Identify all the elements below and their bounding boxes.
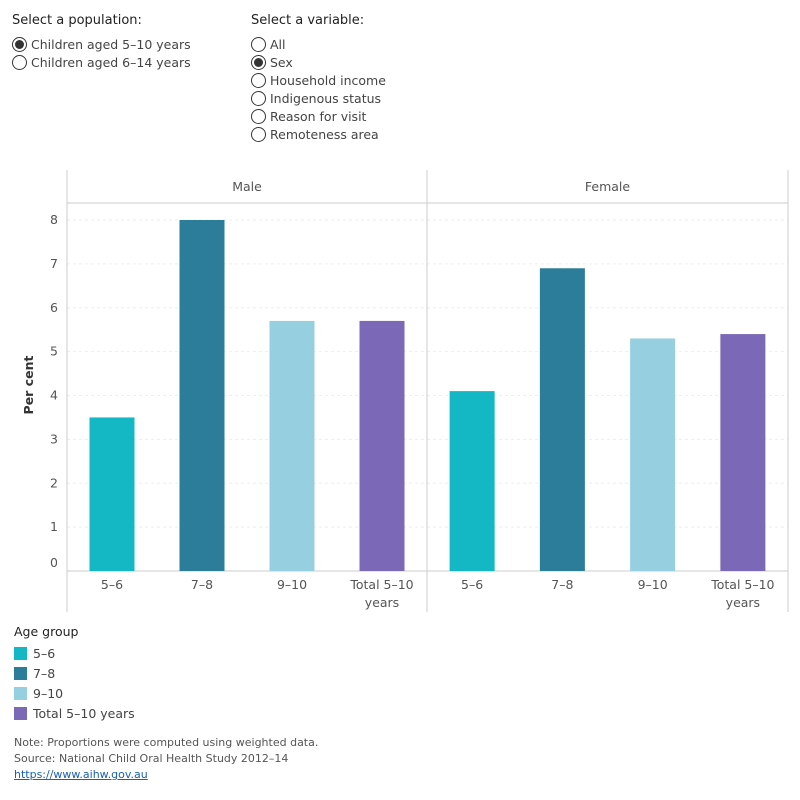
- legend: Age group 5–6 7–8 9–10 Total 5–10 years: [14, 624, 135, 723]
- legend-label: 7–8: [33, 665, 56, 681]
- variable-filter-title: Select a variable:: [251, 13, 365, 28]
- x-tick-label: 9–10: [277, 577, 307, 592]
- legend-item: Total 5–10 years: [14, 703, 135, 723]
- population-filter: Select a population: Children aged 5–10 …: [12, 13, 191, 71]
- y-tick-label: 3: [50, 431, 58, 446]
- bar: [359, 320, 405, 571]
- legend-label: 9–10: [33, 685, 64, 701]
- y-tick-label: 7: [50, 256, 58, 271]
- radio-button-icon[interactable]: [12, 54, 27, 70]
- y-tick-label: 5: [50, 344, 58, 359]
- variable-filter: Select a variable: All Sex Household incom…: [251, 13, 386, 143]
- variable-option-label: Reason for visit: [270, 108, 367, 124]
- x-tick-label: 5–6: [461, 577, 483, 592]
- legend-item: 5–6: [14, 643, 135, 663]
- population-option-label: Children aged 6–14 years: [31, 54, 191, 70]
- variable-option[interactable]: Household income: [251, 71, 386, 89]
- population-option[interactable]: Children aged 5–10 years: [12, 35, 191, 53]
- y-tick-label: 4: [50, 388, 58, 403]
- bar: [630, 338, 676, 571]
- note-text: Note: Proportions were computed using we…: [14, 736, 319, 749]
- radio-button-icon[interactable]: [251, 36, 266, 52]
- legend-item: 7–8: [14, 663, 135, 683]
- variable-option[interactable]: Indigenous status: [251, 89, 386, 107]
- filters-area: Select a population: Children aged 5–10 …: [12, 13, 792, 143]
- variable-option-label: Sex: [270, 54, 293, 70]
- population-filter-title: Select a population:: [12, 13, 142, 28]
- y-tick-label: 2: [50, 475, 58, 490]
- x-tick-label: Total 5–10: [349, 577, 413, 592]
- legend-item: 9–10: [14, 683, 135, 703]
- legend-swatch: [14, 646, 27, 660]
- variable-option-label: All: [270, 36, 286, 52]
- legend-swatch: [14, 706, 27, 720]
- radio-button-icon[interactable]: [251, 126, 266, 142]
- radio-button-icon[interactable]: [251, 54, 266, 70]
- x-tick-label: 7–8: [551, 577, 573, 592]
- variable-option-label: Indigenous status: [270, 90, 382, 106]
- bar: [269, 320, 315, 571]
- radio-button-icon[interactable]: [251, 108, 266, 124]
- radio-button-icon[interactable]: [251, 72, 266, 88]
- x-tick-label: years: [365, 595, 399, 610]
- variable-option[interactable]: All: [251, 35, 386, 53]
- y-tick-label: 0: [50, 555, 58, 570]
- bar: [539, 268, 585, 571]
- panel-title: Male: [232, 179, 262, 194]
- notes: Note: Proportions were computed using we…: [14, 735, 318, 783]
- y-tick-label: 1: [50, 519, 58, 534]
- variable-option[interactable]: Remoteness area: [251, 125, 386, 143]
- variable-option[interactable]: Reason for visit: [251, 107, 386, 125]
- bar: [720, 334, 766, 571]
- legend-label: 5–6: [33, 645, 56, 661]
- bar: [179, 220, 225, 571]
- x-tick-label: 7–8: [191, 577, 213, 592]
- aihw-link[interactable]: https://www.aihw.gov.au: [14, 768, 148, 781]
- bar: [449, 391, 495, 571]
- legend-label: Total 5–10 years: [33, 705, 135, 721]
- x-tick-label: 9–10: [638, 577, 668, 592]
- bar-chart: 0 1 2 3 4 5 6 7 8 Per cent Male 5–6 7–8 9–10 Total 5–1…: [21, 170, 789, 612]
- y-tick-label: 6: [50, 300, 58, 315]
- x-tick-label: years: [726, 595, 760, 610]
- radio-button-icon[interactable]: [251, 90, 266, 106]
- variable-option[interactable]: Sex: [251, 53, 386, 71]
- source-text: Source: National Child Oral Health Study…: [14, 752, 289, 765]
- variable-option-label: Remoteness area: [270, 126, 379, 142]
- y-axis-label: Per cent: [21, 356, 36, 415]
- variable-option-label: Household income: [270, 72, 386, 88]
- population-option[interactable]: Children aged 6–14 years: [12, 53, 191, 71]
- y-tick-label: 8: [50, 212, 58, 227]
- legend-swatch: [14, 686, 27, 700]
- x-tick-label: 5–6: [101, 577, 123, 592]
- panel-title: Female: [585, 179, 631, 194]
- bar: [89, 417, 135, 571]
- radio-button-icon[interactable]: [12, 36, 27, 52]
- population-option-label: Children aged 5–10 years: [31, 36, 191, 52]
- legend-title: Age group: [14, 624, 79, 639]
- legend-swatch: [14, 666, 27, 680]
- x-tick-label: Total 5–10: [710, 577, 774, 592]
